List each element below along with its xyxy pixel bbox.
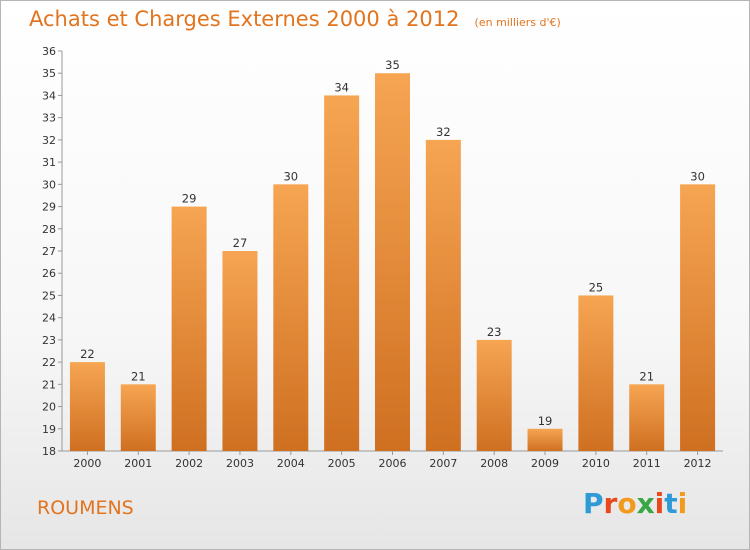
x-tick-label: 2010 xyxy=(582,457,610,470)
x-tick-label: 2005 xyxy=(328,457,356,470)
y-tick-label: 36 xyxy=(42,45,56,58)
bar-value-label: 30 xyxy=(690,169,705,183)
chart-subtitle: (en milliers d'€) xyxy=(474,16,561,29)
y-tick-label: 20 xyxy=(42,401,56,414)
bar-value-label: 25 xyxy=(589,280,604,294)
y-tick-label: 23 xyxy=(42,334,56,347)
x-tick-label: 2006 xyxy=(379,457,407,470)
y-tick-label: 33 xyxy=(42,112,56,125)
y-tick-label: 35 xyxy=(42,67,56,80)
bar xyxy=(120,384,156,451)
y-tick-label: 19 xyxy=(42,423,56,436)
x-tick-label: 2000 xyxy=(73,457,101,470)
bar-series xyxy=(69,73,716,452)
bar-value-label: 29 xyxy=(182,192,197,206)
bar-value-labels: 22 21 29 27 30 34 35 32 23 19 25 21 30 xyxy=(80,58,705,428)
x-tick-label: 2011 xyxy=(633,457,661,470)
bar xyxy=(680,184,716,452)
x-tick-label: 2001 xyxy=(124,457,152,470)
bar-value-label: 21 xyxy=(131,369,146,383)
bar xyxy=(578,295,614,451)
logo-letter: x xyxy=(636,487,655,520)
logo-letter: o xyxy=(617,487,637,520)
x-tick-label: 2008 xyxy=(480,457,508,470)
chart-title: Achats et Charges Externes 2000 à 2012 xyxy=(29,7,460,31)
y-tick-label: 18 xyxy=(42,445,56,458)
commune-name: ROUMENS xyxy=(37,497,134,519)
bar xyxy=(527,428,563,451)
bar xyxy=(425,139,461,451)
x-tick-label: 2007 xyxy=(429,457,457,470)
y-tick-label: 29 xyxy=(42,201,56,214)
bar xyxy=(69,362,105,451)
x-tick-label: 2012 xyxy=(684,457,712,470)
x-axis-ticks: 2000 2001 2002 2003 2004 2005 2006 2007 2008 2009… xyxy=(73,451,712,470)
y-tick-label: 22 xyxy=(42,356,56,369)
bar xyxy=(171,206,207,451)
bar-value-label: 32 xyxy=(436,125,451,139)
bar-value-label: 22 xyxy=(80,347,95,361)
x-tick-label: 2009 xyxy=(531,457,559,470)
y-tick-label: 31 xyxy=(42,156,56,169)
bar xyxy=(375,73,410,451)
logo-letter: r xyxy=(603,487,618,520)
bar xyxy=(273,184,309,452)
y-axis-ticks: 18 19 20 21 22 23 24 25 26 27 28 29 30 31 32 33 34 35 36 xyxy=(42,45,62,458)
bar xyxy=(476,339,512,451)
logo-letter: i xyxy=(654,487,665,520)
y-tick-label: 34 xyxy=(42,89,56,102)
proxiti-logo[interactable]: Proxiti xyxy=(583,487,687,520)
bar xyxy=(324,95,360,451)
bar-value-label: 27 xyxy=(233,236,248,250)
bar xyxy=(222,251,258,451)
bar-value-label: 23 xyxy=(487,325,502,339)
bar-value-label: 30 xyxy=(283,169,298,183)
y-tick-label: 27 xyxy=(42,245,56,258)
x-tick-label: 2002 xyxy=(175,457,203,470)
y-tick-label: 21 xyxy=(42,378,56,391)
logo-letter: i xyxy=(677,487,688,520)
chart-header: Achats et Charges Externes 2000 à 2012 (… xyxy=(29,7,561,31)
bar-value-label: 35 xyxy=(385,58,400,72)
bar-value-label: 21 xyxy=(639,369,654,383)
y-tick-label: 28 xyxy=(42,223,56,236)
y-tick-label: 30 xyxy=(42,178,56,191)
bar xyxy=(629,384,665,451)
x-tick-label: 2004 xyxy=(277,457,305,470)
y-tick-label: 32 xyxy=(42,134,56,147)
x-tick-label: 2003 xyxy=(226,457,254,470)
logo-letter: t xyxy=(664,487,678,520)
y-tick-label: 24 xyxy=(42,312,56,325)
y-tick-label: 26 xyxy=(42,267,56,280)
bar-value-label: 34 xyxy=(334,80,349,94)
y-tick-label: 25 xyxy=(42,289,56,302)
logo-letter: P xyxy=(583,487,604,520)
bar-value-label: 19 xyxy=(538,414,553,428)
